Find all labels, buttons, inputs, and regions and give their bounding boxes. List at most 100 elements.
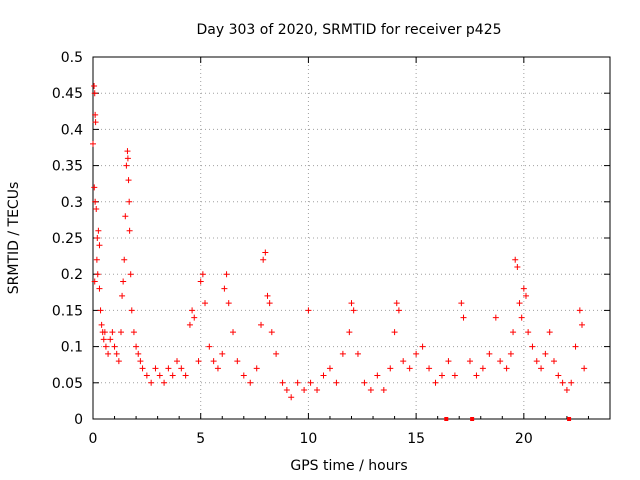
data-point (98, 321, 105, 328)
data-point (320, 372, 327, 379)
data-point (130, 329, 137, 336)
data-point (234, 358, 241, 365)
data-point (350, 307, 357, 314)
data-point (120, 278, 127, 285)
data-point (314, 387, 321, 394)
data-point (126, 198, 133, 205)
data-point (101, 329, 108, 336)
data-point (426, 365, 433, 372)
data-point (288, 394, 295, 401)
y-axis-label: SRMTID / TECUs (6, 182, 22, 295)
data-point (348, 300, 355, 307)
y-tick-label: 0.5 (61, 50, 83, 66)
data-point (93, 206, 100, 213)
data-point (100, 336, 107, 343)
data-point (210, 358, 217, 365)
data-point (445, 358, 452, 365)
baseline-marker (470, 417, 475, 421)
data-point (225, 300, 232, 307)
data-point (346, 329, 353, 336)
data-point (395, 307, 402, 314)
data-point (486, 350, 493, 357)
y-tick-label: 0.25 (52, 231, 83, 247)
x-tick-label: 15 (407, 431, 425, 447)
data-point (143, 372, 150, 379)
data-point (127, 271, 134, 278)
y-tick-label: 0.05 (52, 376, 83, 392)
data-point (354, 350, 361, 357)
data-point (92, 111, 99, 118)
data-point (95, 227, 102, 234)
data-point (451, 372, 458, 379)
data-point (260, 256, 267, 263)
data-point (438, 372, 445, 379)
data-point (529, 343, 536, 350)
data-point (148, 379, 155, 386)
data-point (413, 350, 420, 357)
data-point (258, 321, 265, 328)
data-point (214, 365, 221, 372)
data-point (107, 336, 114, 343)
data-point (133, 343, 140, 350)
x-tick-label: 0 (89, 431, 98, 447)
data-point (473, 372, 480, 379)
data-point (432, 379, 439, 386)
data-point (90, 140, 96, 147)
data-point (92, 198, 99, 205)
data-point (546, 329, 553, 336)
data-point (525, 329, 532, 336)
data-point (105, 350, 112, 357)
data-point (253, 365, 260, 372)
data-point (538, 365, 545, 372)
data-point (161, 379, 168, 386)
y-tick-label: 0.15 (52, 303, 83, 319)
data-point (91, 278, 98, 285)
data-point (367, 387, 374, 394)
data-point (581, 365, 588, 372)
data-point (102, 343, 109, 350)
data-point (518, 314, 525, 321)
data-point (223, 271, 230, 278)
data-point (339, 350, 346, 357)
data-point (510, 329, 517, 336)
data-point (94, 235, 101, 241)
data-point (197, 278, 204, 285)
data-point (118, 329, 125, 336)
data-point (124, 155, 131, 162)
data-point (219, 350, 226, 357)
data-point (419, 343, 426, 350)
data-point (121, 256, 128, 263)
data-point (195, 358, 202, 365)
x-tick-label: 10 (300, 431, 318, 447)
data-point (199, 271, 206, 278)
data-point (391, 329, 398, 336)
data-point (174, 358, 181, 365)
data-point (576, 307, 583, 314)
data-point (91, 82, 98, 89)
data-point (380, 387, 387, 394)
data-point (550, 358, 557, 365)
data-points (90, 82, 588, 401)
data-point (492, 314, 499, 321)
data-point (559, 379, 566, 386)
data-point (542, 350, 549, 357)
y-tick-label: 0.3 (61, 195, 83, 211)
data-point (512, 256, 519, 263)
data-point (326, 365, 333, 372)
data-point (165, 365, 172, 372)
data-point (466, 358, 473, 365)
data-point (240, 372, 247, 379)
data-point (206, 343, 213, 350)
data-point (139, 365, 146, 372)
data-point (568, 379, 575, 386)
data-point (533, 358, 540, 365)
data-point (202, 300, 209, 307)
data-point (333, 379, 340, 386)
data-point (514, 263, 521, 270)
y-tick-label: 0.2 (61, 267, 83, 283)
data-point (92, 119, 99, 126)
data-point (393, 300, 400, 307)
data-point (273, 350, 280, 357)
data-point (507, 350, 514, 357)
